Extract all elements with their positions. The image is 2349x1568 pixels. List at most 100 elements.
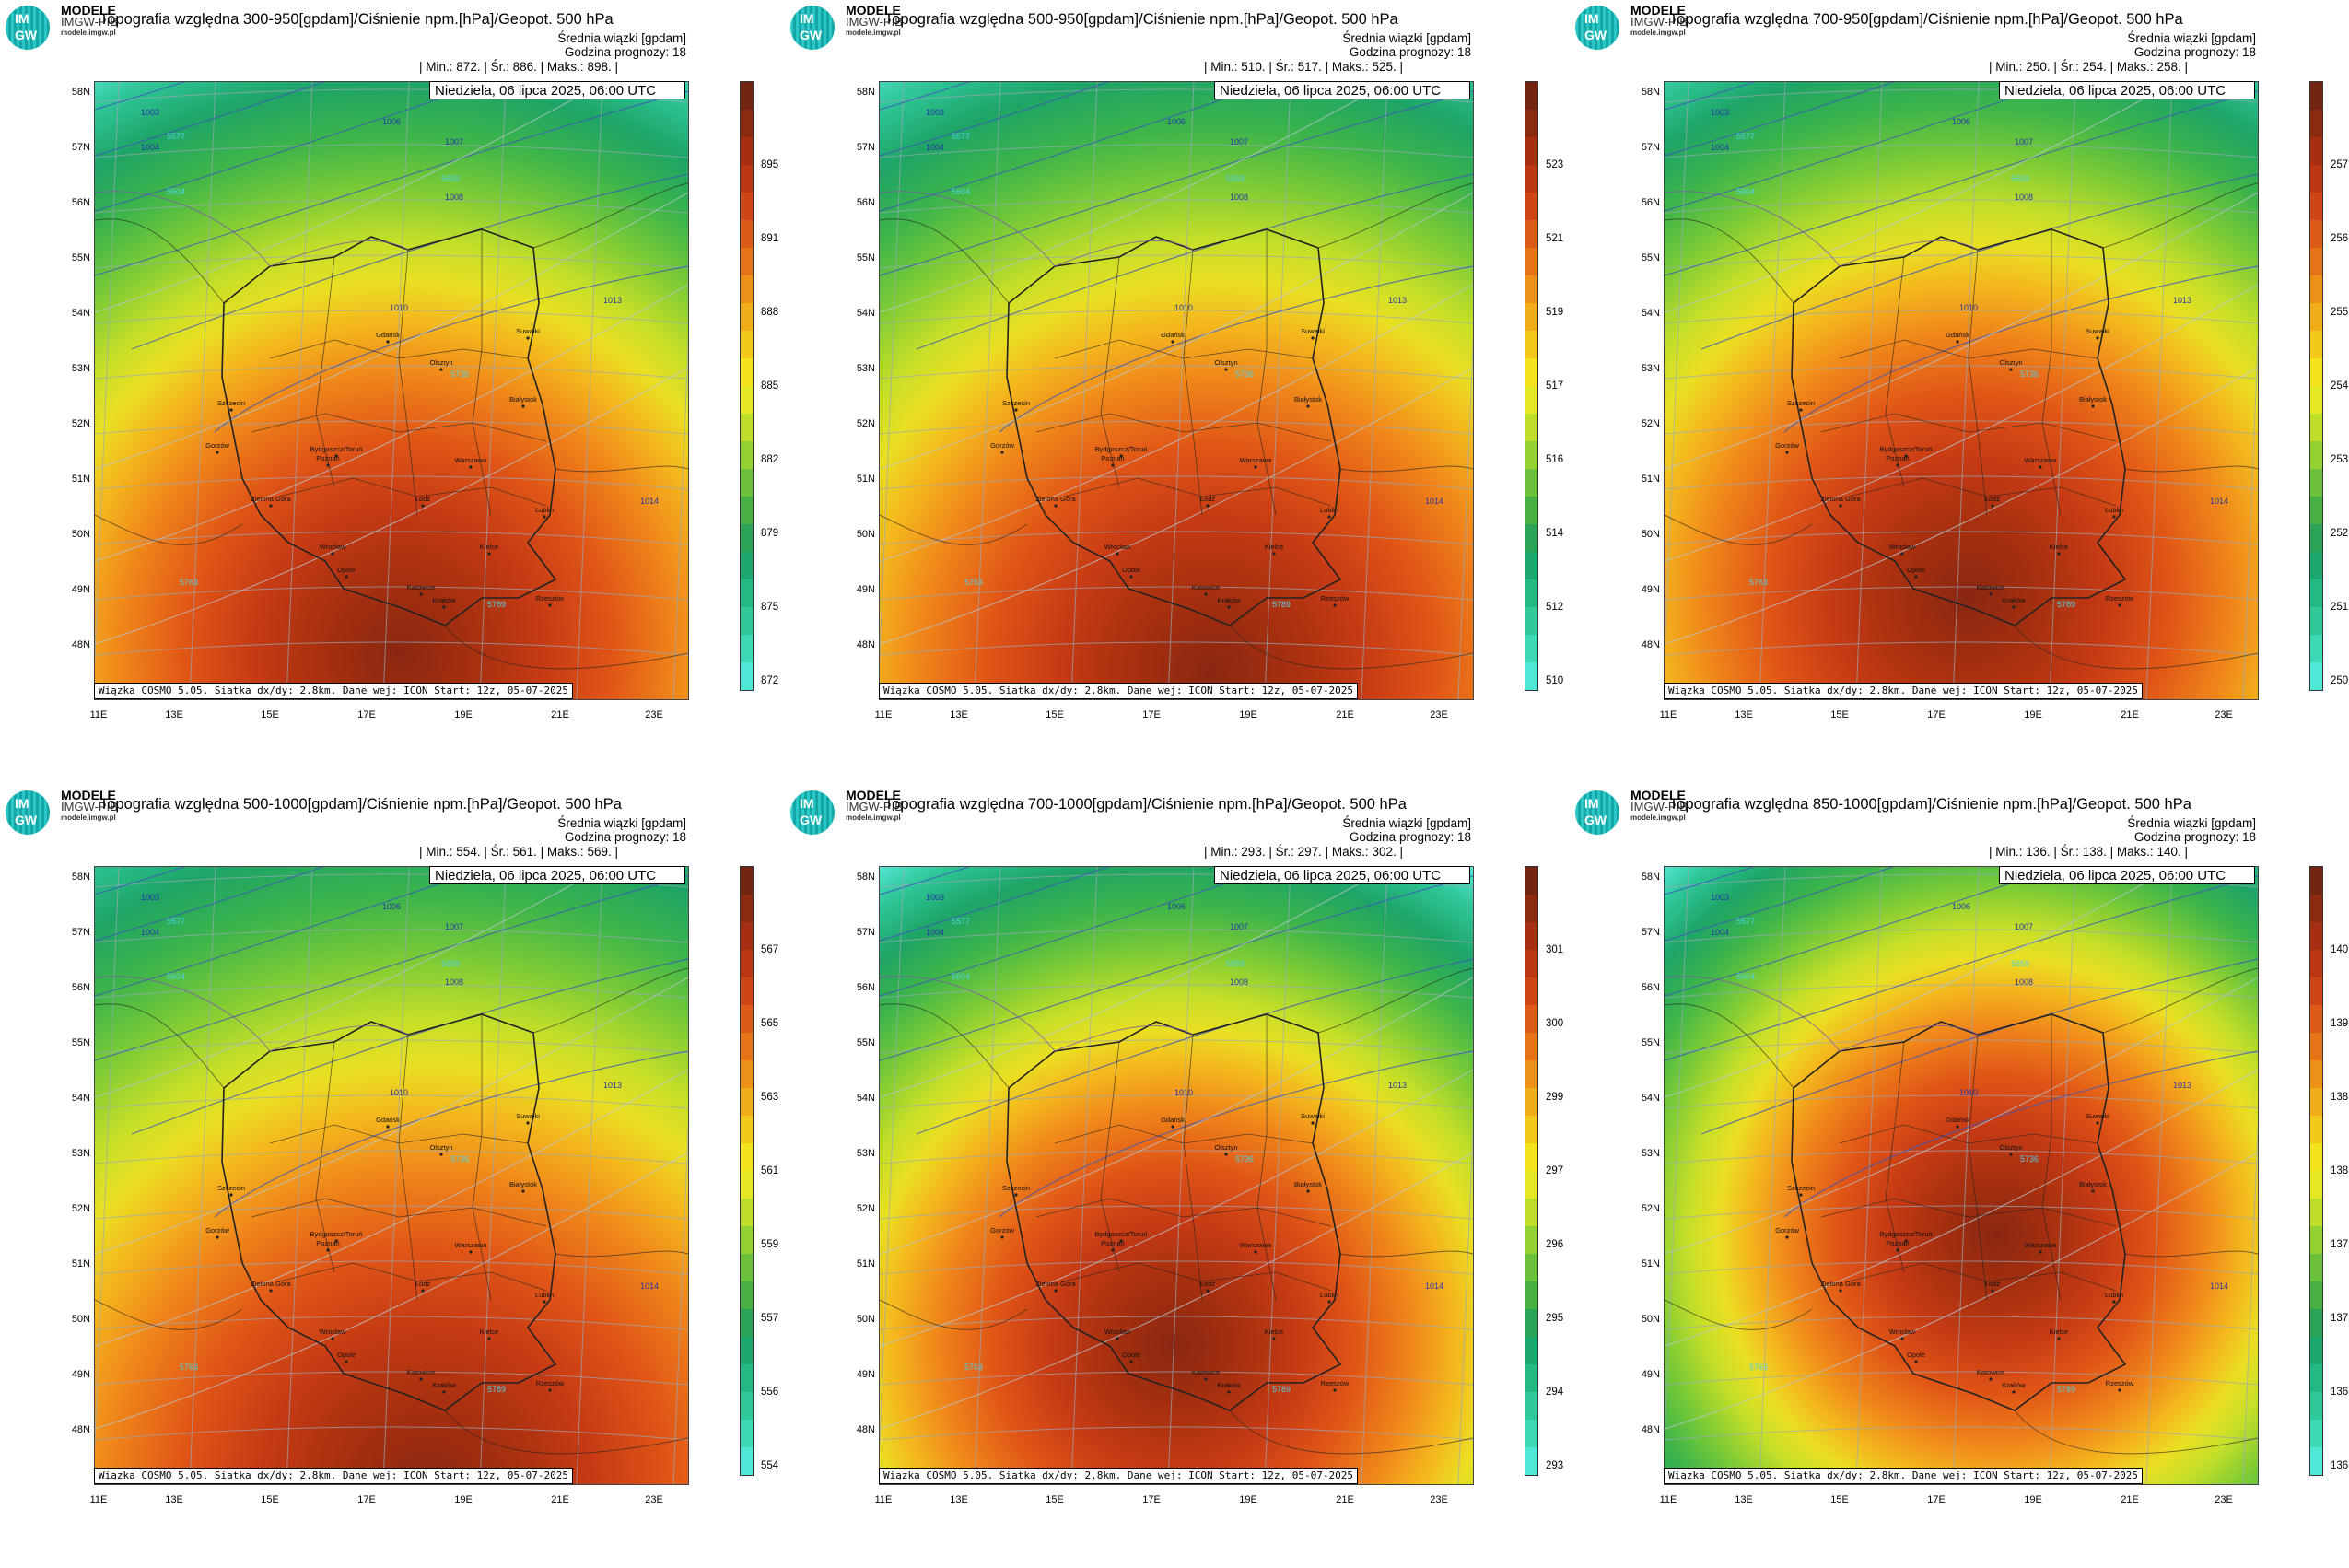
neighbour-borders	[95, 182, 688, 670]
colorbar-label: 512	[1546, 602, 1564, 613]
colorbar-segment	[741, 1004, 753, 1033]
colorbar-segment	[2310, 977, 2322, 1005]
latitude-line	[1665, 1260, 2258, 1275]
stats-value: 510.	[1241, 60, 1266, 74]
latitude-label: 55N	[71, 1037, 90, 1048]
latitude-line	[880, 310, 1473, 324]
longitude-line	[286, 867, 313, 1484]
city-marker	[1799, 408, 1803, 412]
contour-label: 1013	[603, 1081, 622, 1090]
contour-label: 5736	[450, 369, 469, 379]
isobar-line	[880, 867, 1277, 997]
colorbar-label: 296	[1546, 1239, 1564, 1250]
longitude-line	[1665, 867, 1689, 1452]
city-label: Łódź	[1985, 1280, 2001, 1288]
contour-label: 1013	[2173, 1081, 2191, 1090]
city-label: Opole	[1122, 566, 1140, 574]
city-label: Łódź	[1200, 495, 1216, 503]
logo-im-text: IM	[15, 11, 29, 26]
contour-label: 5789	[2057, 600, 2075, 609]
latitude-label: 54N	[1641, 308, 1660, 319]
map-area: Gdańsk Olsztyn Suwałki Szczecin Bydgoszcz/To…	[1664, 81, 2259, 700]
city-marker	[386, 1125, 390, 1129]
geopotential-line	[95, 977, 688, 1255]
latitude-label: 58N	[1641, 872, 1660, 883]
city-label: Olsztyn	[1214, 358, 1237, 367]
colorbar-segment	[1525, 1363, 1537, 1392]
colorbar-label: 253	[2331, 454, 2349, 465]
isobar-line	[880, 82, 971, 111]
colorbar-label: 517	[1546, 380, 1564, 392]
colorbar-label: 523	[1546, 159, 1564, 170]
colorbar-segment	[2310, 109, 2322, 137]
city-label: Zielona Góra	[1820, 1280, 1861, 1288]
colorbar-segment	[1525, 523, 1537, 552]
contour-label: 5763	[1749, 1363, 1768, 1372]
colorbar-segment	[741, 606, 753, 635]
contour-label: 5604	[167, 187, 185, 196]
city-marker	[2009, 1153, 2013, 1156]
city-label: Wrocław	[1889, 543, 1916, 551]
city-marker	[1272, 552, 1276, 556]
city-label: Kraków	[1217, 596, 1241, 604]
isobar-line	[999, 265, 1473, 433]
valid-date: Niedziela, 06 lipca 2025, 06:00 UTC	[1999, 81, 2255, 99]
isobar-line	[95, 867, 492, 997]
contour-label: 1004	[926, 143, 944, 152]
longitude-label: 15E	[261, 709, 279, 720]
longitude-label: 23E	[2215, 1494, 2233, 1505]
colorbar-segment	[1525, 1308, 1537, 1337]
city-marker	[439, 1153, 443, 1156]
contour-label: 5789	[487, 1385, 506, 1394]
stats-value: Śr.:	[2060, 60, 2079, 74]
latitude-label: 55N	[856, 252, 875, 263]
colorbar-label: 565	[761, 1018, 779, 1029]
city-label: Lublin	[1320, 1291, 1338, 1299]
city-marker	[1254, 1250, 1257, 1254]
latitude-line	[880, 586, 1473, 601]
stats-value: Min.:	[1210, 845, 1238, 859]
city-label: Opole	[337, 566, 356, 574]
isobar-line	[95, 90, 688, 276]
colorbar-segment	[741, 357, 753, 386]
isobar-line	[880, 82, 1110, 157]
latitude-label: 58N	[71, 87, 90, 98]
city-marker	[1914, 1360, 1918, 1363]
city-label: Olsztyn	[429, 1143, 452, 1152]
colorbar-segment	[1525, 164, 1537, 193]
colorbar-label: 254	[2331, 380, 2349, 392]
latitude-line	[1665, 1371, 2258, 1386]
longitude-line	[1855, 82, 1883, 699]
contour-label: 1007	[2015, 922, 2033, 931]
longitude-label: 23E	[1430, 1494, 1448, 1505]
colorbar-label: 888	[761, 307, 779, 318]
colorbar-segment	[2310, 606, 2322, 635]
latitude-label: 54N	[1641, 1093, 1660, 1104]
logo-im-text: IM	[15, 796, 29, 811]
latitude-label: 50N	[1641, 1314, 1660, 1325]
isobar-line	[95, 875, 688, 1061]
city-marker	[1224, 368, 1228, 371]
latitude-line	[95, 365, 688, 380]
logo-gw-text: GW	[1584, 28, 1607, 42]
city-marker	[216, 451, 219, 454]
city-marker	[487, 552, 491, 556]
city-label: Olsztyn	[1999, 358, 2022, 367]
longitude-label: 13E	[165, 1494, 183, 1505]
colorbar-segment	[2310, 1170, 2322, 1199]
city-marker	[1054, 1289, 1058, 1293]
stats-line: | Min.: 554. | Śr.: 561. | Maks.: 569. |	[419, 845, 618, 859]
longitude-line	[974, 867, 1001, 1484]
city-label: Łódź	[1200, 1280, 1216, 1288]
colorbar-segment	[2310, 661, 2322, 690]
latitude-label: 51N	[856, 474, 875, 485]
panel-title: Topografia względna 300-950[gpdam]/Ciśni…	[99, 11, 614, 28]
contour-label: 1006	[1952, 117, 1970, 126]
longitude-line	[1167, 867, 1195, 1484]
latitude-line	[95, 929, 688, 943]
latitude-line	[95, 1039, 688, 1054]
colorbar-label: 561	[761, 1165, 779, 1176]
latitude-label: 48N	[856, 639, 875, 650]
city-marker	[543, 515, 546, 519]
longitude-line	[2242, 1120, 2258, 1484]
